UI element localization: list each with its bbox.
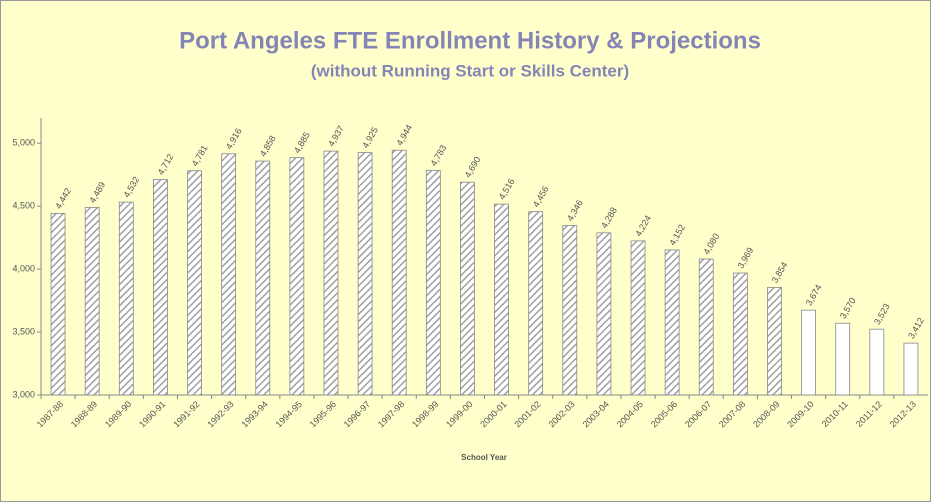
bar bbox=[84, 207, 100, 396]
bar bbox=[835, 322, 851, 396]
bar bbox=[118, 201, 134, 396]
bar bbox=[596, 232, 612, 396]
bar bbox=[357, 152, 373, 396]
bar bbox=[187, 170, 202, 396]
y-tick-label: 5,000 bbox=[12, 138, 35, 148]
y-tick-label: 4,500 bbox=[12, 201, 35, 211]
bar bbox=[221, 153, 237, 396]
x-axis-label: School Year bbox=[461, 453, 507, 462]
bar bbox=[801, 309, 816, 396]
chart-subtitle: (without Running Start or Skills Center) bbox=[311, 61, 629, 80]
bar bbox=[289, 157, 305, 396]
bar bbox=[732, 272, 748, 396]
y-tick-label: 3,000 bbox=[12, 389, 35, 399]
y-tick-label: 4,000 bbox=[12, 263, 35, 273]
bar bbox=[903, 342, 919, 396]
bar bbox=[323, 150, 339, 396]
bar bbox=[869, 328, 885, 396]
bar bbox=[528, 211, 544, 396]
bar bbox=[494, 203, 509, 396]
bar bbox=[50, 213, 66, 396]
y-tick-label: 3,500 bbox=[12, 326, 35, 336]
chart-title: Port Angeles FTE Enrollment History & Pr… bbox=[179, 27, 761, 54]
bar bbox=[153, 179, 168, 396]
bar bbox=[664, 249, 680, 396]
bar bbox=[630, 240, 646, 396]
bar bbox=[562, 225, 578, 396]
bar bbox=[425, 170, 441, 396]
bar bbox=[767, 287, 782, 396]
bar bbox=[255, 160, 271, 396]
bar bbox=[698, 258, 714, 396]
bar bbox=[460, 181, 475, 396]
bar bbox=[391, 149, 407, 396]
